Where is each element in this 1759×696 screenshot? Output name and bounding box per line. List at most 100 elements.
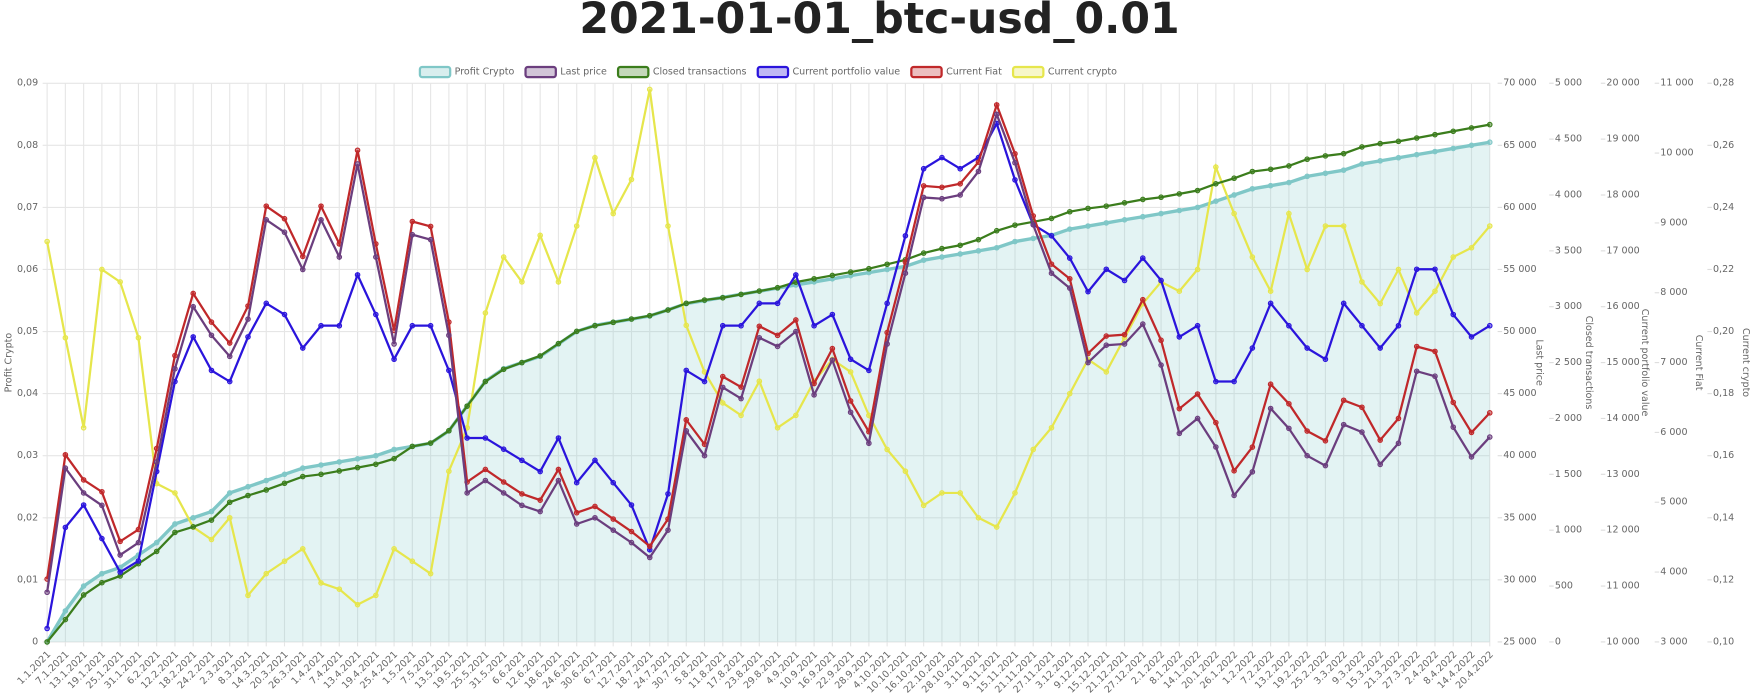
point bbox=[281, 558, 288, 565]
legend-label: Current Fiat bbox=[946, 67, 1002, 78]
point bbox=[1286, 322, 1292, 329]
point bbox=[263, 300, 270, 307]
point bbox=[1103, 220, 1110, 226]
point bbox=[957, 181, 963, 187]
point bbox=[1377, 140, 1384, 147]
point bbox=[427, 440, 434, 446]
point bbox=[866, 440, 872, 447]
point bbox=[1395, 266, 1402, 273]
y-tick-label: 0,12 bbox=[1713, 574, 1734, 585]
point bbox=[482, 378, 489, 385]
point bbox=[1012, 222, 1018, 228]
legend-label: Current crypto bbox=[1048, 67, 1117, 78]
point bbox=[80, 477, 87, 483]
point bbox=[190, 514, 197, 521]
point bbox=[427, 570, 434, 577]
point bbox=[793, 412, 799, 419]
point bbox=[683, 300, 690, 307]
point bbox=[117, 538, 123, 545]
point bbox=[1432, 288, 1438, 295]
point bbox=[226, 490, 233, 496]
point bbox=[1139, 255, 1146, 261]
point bbox=[1213, 164, 1219, 170]
point bbox=[245, 334, 251, 340]
point bbox=[646, 86, 653, 93]
point bbox=[628, 528, 635, 535]
point bbox=[1012, 238, 1018, 245]
y-tick-label: 0,22 bbox=[1713, 264, 1734, 275]
point bbox=[336, 586, 343, 592]
point bbox=[409, 443, 416, 450]
point bbox=[1304, 173, 1310, 180]
point bbox=[336, 254, 343, 260]
point bbox=[336, 322, 343, 329]
point bbox=[793, 317, 799, 323]
point bbox=[920, 183, 927, 189]
series-line bbox=[46, 101, 1491, 580]
point bbox=[318, 471, 324, 478]
point bbox=[190, 303, 197, 310]
point bbox=[774, 343, 781, 350]
y-tick-label: 0,16 bbox=[1713, 450, 1734, 461]
point bbox=[610, 516, 617, 522]
point bbox=[1322, 223, 1329, 229]
point bbox=[1249, 469, 1256, 475]
point bbox=[263, 203, 270, 209]
point bbox=[482, 466, 489, 473]
point bbox=[99, 570, 105, 577]
y-tick-label: 7 000 bbox=[1660, 357, 1687, 368]
point bbox=[665, 307, 671, 313]
point bbox=[80, 592, 87, 598]
point bbox=[373, 592, 379, 599]
point bbox=[1432, 148, 1438, 155]
point bbox=[719, 400, 726, 406]
point bbox=[774, 332, 781, 339]
y-tick-label: 0,04 bbox=[17, 388, 38, 399]
point bbox=[245, 316, 251, 322]
point bbox=[1121, 217, 1128, 223]
y-tick-label: 0,26 bbox=[1713, 140, 1734, 151]
point bbox=[1158, 277, 1164, 284]
point bbox=[299, 545, 306, 552]
point bbox=[519, 491, 525, 497]
point bbox=[172, 352, 178, 359]
point bbox=[957, 242, 963, 249]
point bbox=[1176, 288, 1183, 295]
y-tick-label: 0,08 bbox=[17, 140, 38, 151]
series-line bbox=[46, 110, 1491, 593]
point bbox=[1267, 300, 1274, 307]
point bbox=[1486, 223, 1493, 229]
point bbox=[1413, 266, 1420, 273]
y-tick-label: 4 000 bbox=[1660, 567, 1687, 578]
point bbox=[847, 369, 854, 375]
point bbox=[1231, 192, 1237, 198]
point bbox=[500, 479, 507, 485]
point bbox=[299, 253, 306, 260]
point bbox=[592, 322, 598, 329]
y-tick-label: 2 000 bbox=[1555, 413, 1582, 424]
point bbox=[555, 466, 562, 473]
point bbox=[62, 334, 69, 341]
point bbox=[1377, 345, 1384, 351]
point bbox=[1486, 121, 1493, 128]
point bbox=[1322, 170, 1329, 177]
point bbox=[1066, 285, 1073, 291]
point bbox=[1359, 404, 1365, 411]
y-tick-label: 5 000 bbox=[1660, 497, 1687, 508]
point bbox=[1194, 415, 1201, 422]
point bbox=[99, 266, 105, 273]
series-line bbox=[46, 89, 1491, 607]
y-tick-label: 0,03 bbox=[17, 450, 38, 461]
y-tick-label: 0,01 bbox=[17, 574, 38, 585]
point bbox=[610, 319, 617, 326]
point bbox=[391, 545, 397, 552]
point bbox=[975, 168, 982, 175]
point bbox=[391, 341, 397, 347]
point bbox=[1286, 179, 1292, 186]
point bbox=[44, 589, 50, 596]
axis-title: Current portfolio value bbox=[1639, 309, 1650, 417]
point bbox=[409, 322, 416, 329]
point bbox=[719, 294, 726, 301]
point bbox=[391, 356, 397, 363]
point bbox=[1085, 223, 1091, 229]
